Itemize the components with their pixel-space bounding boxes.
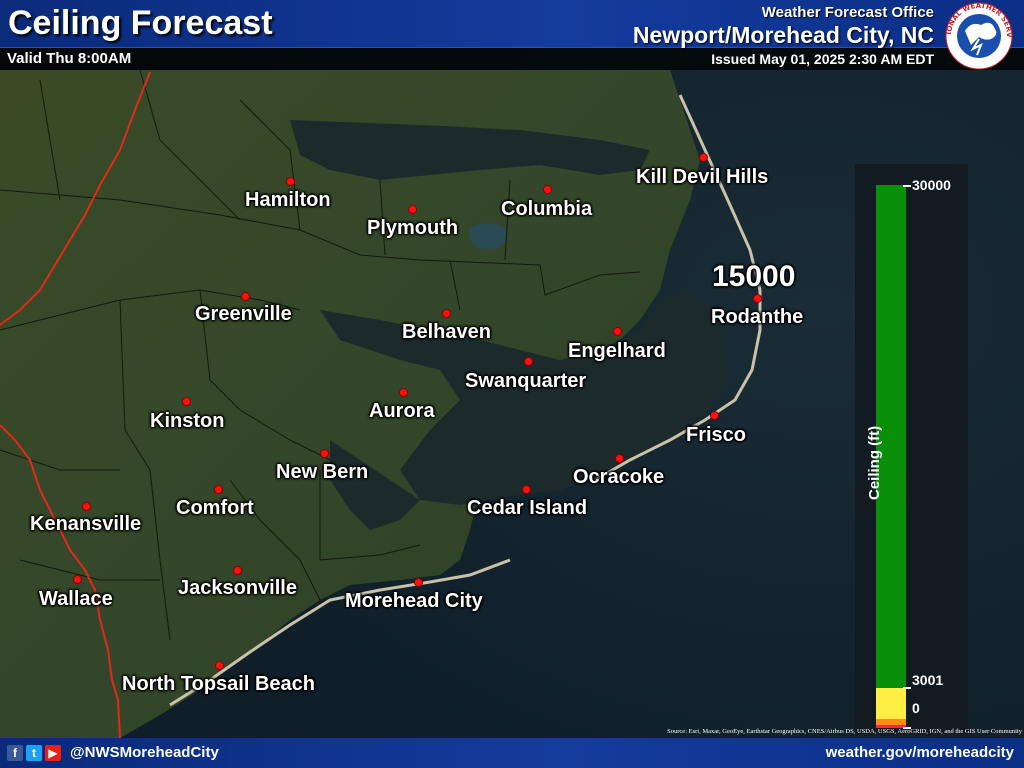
social-handle[interactable]: @NWSMoreheadCity — [70, 744, 219, 761]
city-label-engelhard: Engelhard — [568, 340, 666, 362]
legend-tick-top — [903, 185, 911, 187]
city-label-rodanthe: Rodanthe — [711, 306, 804, 328]
city-label-kill-devil-hills: Kill Devil Hills — [636, 166, 769, 188]
city-label-wallace: Wallace — [39, 588, 113, 610]
legend-tick-label-bottom: 0 — [912, 700, 920, 716]
city-label-hamilton: Hamilton — [245, 189, 331, 211]
nws-logo-icon: NATIONAL WEATHER SERVICE — [936, 0, 1013, 70]
legend-color-scale — [876, 185, 906, 728]
city-label-swanquarter: Swanquarter — [465, 370, 587, 392]
city-label-new-bern: New Bern — [276, 461, 369, 483]
city-dot-comfort — [214, 485, 223, 494]
legend-title: Ceiling (ft) — [866, 425, 883, 500]
albemarle-sound — [290, 120, 650, 180]
city-label-plymouth: Plymouth — [367, 217, 459, 239]
city-label-columbia: Columbia — [501, 198, 593, 220]
city-label-greenville: Greenville — [195, 303, 292, 325]
city-dot-kinston — [182, 397, 191, 406]
pamlico-river — [320, 290, 730, 505]
map-attribution: Source: Esri, Maxar, GeoEye, Earthstar G… — [667, 728, 1022, 735]
city-label-north-topsail-beach: North Topsail Beach — [122, 673, 315, 695]
city-dot-rodanthe — [753, 294, 762, 303]
city-dot-north-topsail-beach — [215, 661, 224, 670]
legend-tick-label-mid: 3001 — [912, 672, 944, 688]
city-dot-wallace — [73, 575, 82, 584]
social-icons: f t ▶ — [7, 745, 61, 761]
city-label-jacksonville: Jacksonville — [178, 577, 297, 599]
city-label-aurora: Aurora — [369, 400, 435, 422]
legend-tick-bottom — [903, 727, 911, 729]
mainland — [0, 70, 700, 738]
city-dot-morehead-city — [414, 578, 423, 587]
city-dot-hamilton — [286, 177, 295, 186]
wfo-label: Weather Forecast Office — [761, 4, 934, 21]
website-link[interactable]: weather.gov/moreheadcity — [825, 744, 1014, 761]
legend-tick-mid — [903, 687, 911, 689]
city-dot-belhaven — [442, 309, 451, 318]
youtube-icon[interactable]: ▶ — [45, 745, 61, 761]
city-dot-swanquarter — [524, 357, 533, 366]
nws-logo[interactable]: NATIONAL WEATHER SERVICE — [936, 0, 1019, 71]
city-label-morehead-city: Morehead City — [345, 590, 483, 612]
legend-band-lowest — [876, 725, 906, 728]
city-label-kinston: Kinston — [150, 410, 225, 432]
city-dot-columbia — [543, 185, 552, 194]
city-dot-plymouth — [408, 205, 417, 214]
city-dot-kill-devil-hills — [699, 153, 708, 162]
city-label-comfort: Comfort — [176, 497, 254, 519]
twitter-icon[interactable]: t — [26, 745, 42, 761]
legend-tick-label-top: 30000 — [912, 177, 951, 193]
facebook-icon[interactable]: f — [7, 745, 23, 761]
city-dot-cedar-island — [522, 485, 531, 494]
forecast-value-rodanthe: 15000 — [712, 260, 796, 293]
city-label-ocracoke: Ocracoke — [573, 466, 665, 488]
city-dot-jacksonville — [233, 566, 242, 575]
subheader-bar — [0, 48, 1024, 70]
lake — [470, 223, 507, 249]
header-bar — [0, 0, 1024, 48]
city-dot-ocracoke — [615, 454, 624, 463]
legend-band-mid — [876, 688, 906, 719]
city-dot-new-bern — [320, 449, 329, 458]
issued-time: Issued May 01, 2025 2:30 AM EDT — [711, 51, 934, 67]
forecast-area-boundary — [0, 71, 151, 739]
county-lines — [0, 69, 641, 641]
city-dot-greenville — [241, 292, 250, 301]
city-dot-aurora — [399, 388, 408, 397]
outer-banks — [594, 94, 762, 482]
legend-band-high — [876, 185, 906, 688]
city-dot-kenansville — [82, 502, 91, 511]
legend-color-bar — [876, 185, 906, 728]
page-title: Ceiling Forecast — [8, 4, 273, 42]
city-label-frisco: Frisco — [686, 424, 747, 446]
city-label-belhaven: Belhaven — [402, 321, 491, 343]
valid-time: Valid Thu 8:00AM — [7, 50, 132, 67]
wfo-name: Newport/Morehead City, NC — [632, 22, 934, 48]
city-dot-frisco — [710, 411, 719, 420]
legend-band-low — [876, 719, 906, 725]
footer-bar — [0, 738, 1024, 768]
neuse-river — [330, 440, 420, 530]
legend-panel — [855, 164, 968, 734]
city-label-kenansville: Kenansville — [30, 513, 142, 535]
city-label-cedar-island: Cedar Island — [467, 497, 588, 519]
city-dot-engelhard — [613, 327, 622, 336]
crystal-coast — [169, 558, 511, 707]
